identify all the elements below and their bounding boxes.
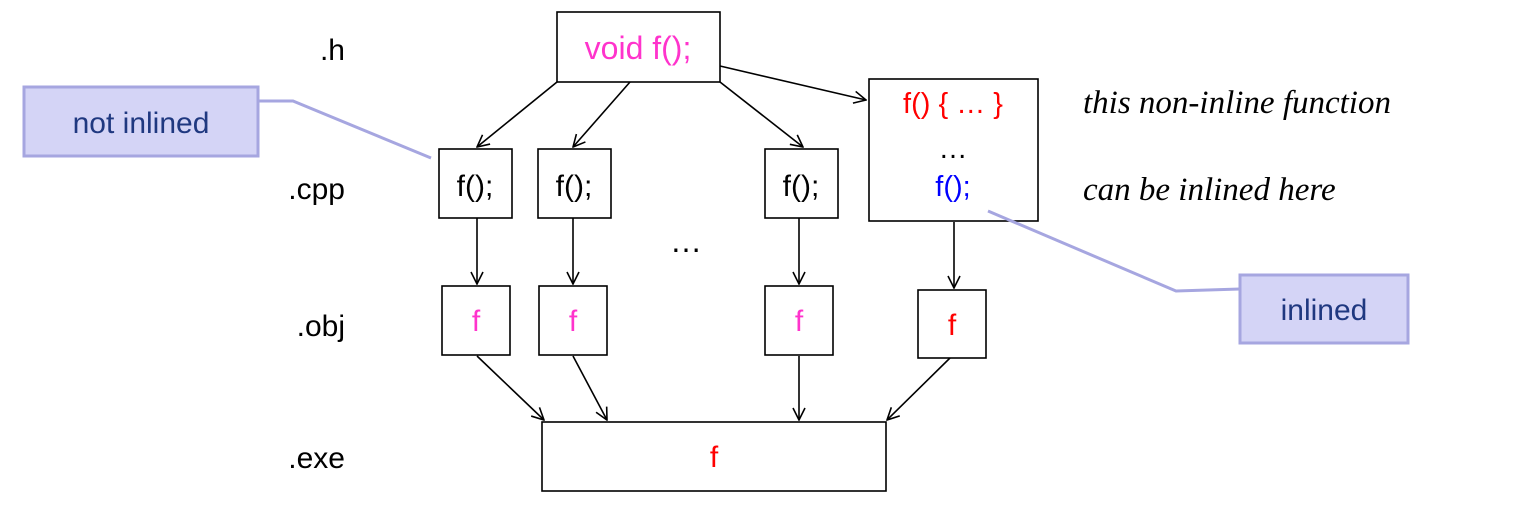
edge-header-to-cpp-1 [477,81,558,147]
callout-not-inlined-text: not inlined [73,107,210,140]
edge-header-to-cpp-2 [573,81,631,147]
row-label-obj: .obj [297,310,345,343]
row-label-exe: .exe [288,442,345,475]
edge-header-to-definition [719,65,866,100]
definition-line-2: … [939,133,968,165]
header-box-text: void f(); [585,30,692,66]
edge-obj-to-exe-4 [887,357,951,420]
cpp-box-3-text: f(); [783,170,820,203]
header-box: void f(); [556,11,721,83]
cpp-box-3: f(); [764,148,839,219]
exe-box: f [541,421,887,492]
exe-box-text: f [710,441,719,474]
definition-box: f() { … } … f(); [868,78,1039,222]
note-line-2: can be inlined here [1083,172,1336,208]
obj-box-3: f [764,285,834,356]
row-label-h: .h [320,34,345,67]
callout-not-inlined: not inlined [22,85,260,158]
callout-inlined-pointer [987,209,1241,293]
cpp-box-2: f(); [537,148,612,219]
cpp-box-1: f(); [438,148,513,219]
definition-call: f(); [935,171,970,203]
cpp-box-1-text: f(); [457,170,494,203]
callout-not-inlined-pointer [258,99,432,160]
ellipsis: … [670,223,702,259]
obj-box-1-text: f [472,305,481,338]
obj-box-3-text: f [795,305,804,338]
callout-inlined: inlined [1238,273,1410,345]
definition-line-1: f() { … } [903,88,1003,120]
row-label-cpp: .cpp [288,173,345,206]
obj-box-4: f [917,289,987,359]
edge-obj-to-exe-1 [476,355,544,420]
definition-body: { … } [938,88,1003,120]
edge-obj-to-exe-2 [572,355,607,420]
obj-box-2-text: f [569,305,578,338]
definition-signature: f() [903,88,938,120]
edge-header-to-cpp-3 [719,81,803,147]
note-line-1: this non-inline function [1083,85,1391,121]
obj-box-2: f [538,285,608,356]
callout-inlined-text: inlined [1281,294,1368,327]
obj-box-1: f [441,285,511,356]
obj-box-4-text: f [948,309,957,342]
cpp-box-2-text: f(); [556,170,593,203]
